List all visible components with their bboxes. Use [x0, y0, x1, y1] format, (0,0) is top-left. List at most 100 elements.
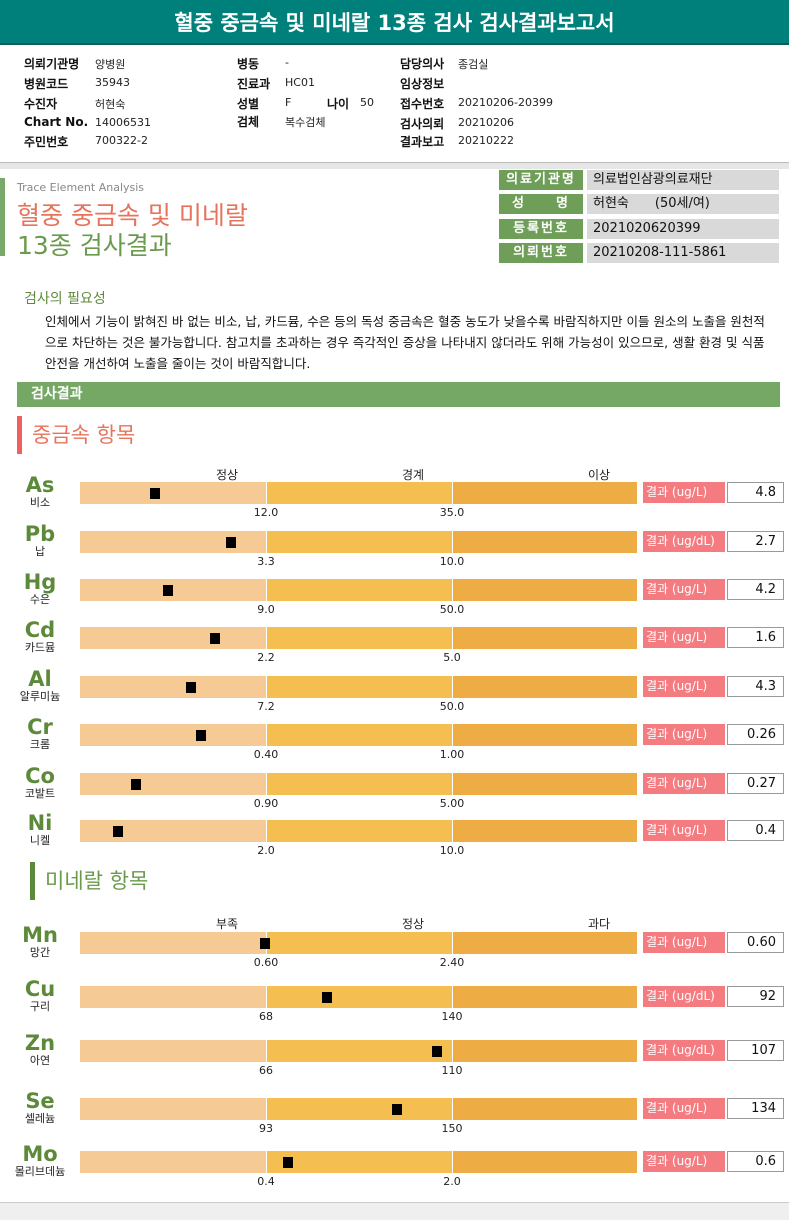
divider — [0, 162, 789, 169]
element-symbol: Al — [28, 667, 52, 691]
result-unit-label: 결과 (ug/L) — [643, 1151, 725, 1172]
range-segment — [267, 531, 453, 553]
result-unit-label: 결과 (ug/L) — [643, 676, 725, 697]
tick-label: 50.0 — [439, 603, 465, 616]
range-segment — [80, 820, 267, 842]
result-unit-label: 결과 (ug/L) — [643, 1098, 725, 1119]
patient-value: 허현숙 (50세/여) — [587, 194, 779, 214]
range-segment — [80, 986, 267, 1008]
range-segment — [80, 724, 267, 746]
element-name: 셀레늄 — [24, 1112, 56, 1125]
tick-label: 66 — [259, 1064, 273, 1077]
result-value: 92 — [727, 986, 784, 1007]
element-symbol: Co — [25, 764, 55, 788]
range-bar — [80, 579, 637, 601]
range-segment — [453, 1040, 637, 1062]
range-segment — [453, 627, 637, 649]
element-name: 알루미늄 — [19, 690, 61, 703]
element-name: 구리 — [29, 1000, 51, 1013]
range-segment — [453, 724, 637, 746]
patient-label: 등록번호 — [499, 219, 583, 239]
tick-label: 3.3 — [257, 555, 275, 568]
range-segment — [80, 1151, 267, 1173]
result-value: 0.26 — [727, 724, 784, 745]
result-value: 2.7 — [727, 531, 784, 552]
element-name: 코발트 — [24, 787, 56, 800]
result-unit-label: 결과 (ug/dL) — [643, 1040, 725, 1061]
range-segment — [267, 579, 453, 601]
result-value: 134 — [727, 1098, 784, 1119]
range-segment — [80, 1098, 267, 1120]
element-name: 몰리브데늄 — [14, 1165, 66, 1178]
result-marker — [209, 633, 220, 644]
tick-label: 5.00 — [439, 797, 465, 810]
range-segment — [267, 724, 453, 746]
tick-label: 0.60 — [253, 956, 279, 969]
tick-label: 35.0 — [439, 506, 465, 519]
range-segment — [267, 676, 453, 698]
element-symbol: Cu — [24, 977, 56, 1001]
patient-label: 의뢰번호 — [499, 243, 583, 263]
element-name: 아연 — [29, 1054, 51, 1067]
element-symbol: Pb — [24, 522, 56, 546]
result-value: 4.8 — [727, 482, 784, 503]
tick-label: 2.0 — [443, 1175, 461, 1188]
range-segment — [453, 932, 637, 954]
info-value: 700322-2 — [95, 134, 148, 147]
range-bar — [80, 627, 637, 649]
tick-label: 2.40 — [439, 956, 465, 969]
category-label: 경계 — [401, 468, 425, 482]
patient-value: 20210208-111-5861 — [587, 243, 779, 263]
element-symbol: As — [25, 473, 55, 497]
info-label: 검사의뢰 — [400, 117, 445, 131]
range-segment — [267, 482, 453, 504]
result-value: 4.3 — [727, 676, 784, 697]
category-label: 정상 — [401, 917, 425, 931]
mineral-heading: 미네랄 항목 — [30, 862, 148, 900]
range-segment — [80, 531, 267, 553]
footer-bar — [0, 1202, 789, 1220]
result-marker — [195, 730, 206, 741]
title-accent-bar — [0, 178, 5, 256]
range-segment — [80, 482, 267, 504]
tick-label: 110 — [441, 1064, 463, 1077]
category-label: 부족 — [215, 917, 239, 931]
range-segment — [453, 1151, 637, 1173]
element-symbol: Se — [25, 1089, 55, 1113]
info-label: 의뢰기관명 — [24, 57, 80, 71]
result-value: 0.4 — [727, 820, 784, 841]
range-segment — [453, 579, 637, 601]
info-label: 검체 — [237, 115, 260, 129]
info-value: F — [285, 96, 292, 109]
element-symbol: Cr — [27, 715, 53, 739]
info-label: 주민번호 — [24, 135, 69, 149]
info-label: 결과보고 — [400, 135, 445, 149]
info-value: 허현숙 — [95, 98, 126, 111]
element-symbol: Mo — [22, 1142, 58, 1166]
category-label: 이상 — [587, 468, 611, 482]
result-marker — [259, 938, 270, 949]
result-unit-label: 결과 (ug/L) — [643, 579, 725, 600]
result-unit-label: 결과 (ug/dL) — [643, 531, 725, 552]
info-label: 나이 — [327, 97, 350, 111]
info-value: - — [285, 56, 289, 69]
range-segment — [267, 1151, 453, 1173]
range-bar — [80, 1040, 637, 1062]
info-label: 담당의사 — [400, 57, 445, 71]
patient-label: 의료기관명 — [499, 170, 583, 190]
tick-label: 0.40 — [253, 748, 279, 761]
element-name: 크롬 — [29, 738, 51, 751]
range-segment — [80, 676, 267, 698]
range-bar — [80, 1151, 637, 1173]
info-label: 접수번호 — [400, 97, 445, 111]
range-segment — [267, 773, 453, 795]
range-segment — [267, 1098, 453, 1120]
result-marker — [282, 1157, 293, 1168]
range-bar — [80, 1098, 637, 1120]
element-symbol: Cd — [24, 618, 56, 642]
element-name: 카드뮴 — [24, 641, 56, 654]
range-bar — [80, 820, 637, 842]
info-label: Chart No. — [24, 115, 89, 129]
patient-value: 2021020620399 — [587, 219, 779, 239]
element-symbol: Zn — [24, 1031, 56, 1055]
